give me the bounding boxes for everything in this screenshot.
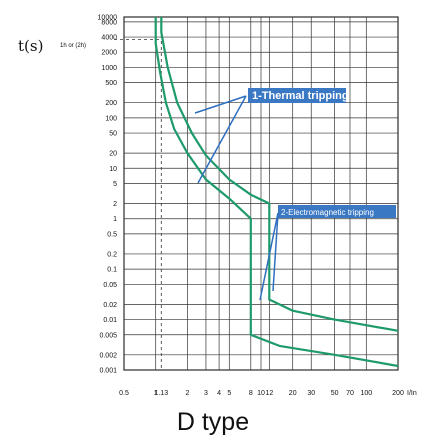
x-axis-unit: I/In <box>407 390 417 397</box>
x-tick-label: 5 <box>227 390 231 397</box>
y-tick-label: 8000 <box>101 19 117 26</box>
y-tick-label: 0.001 <box>99 368 117 375</box>
y-tick-label: 10000 <box>98 15 118 22</box>
y-tick-label: 0.5 <box>107 231 117 238</box>
x-tick-label: 200 <box>392 390 404 397</box>
x-tick-label: 50 <box>331 390 339 397</box>
curves <box>154 17 399 368</box>
x-tick-label: 20 <box>289 390 297 397</box>
y-axis-label-note: 1h or (2h) <box>60 43 86 49</box>
chart-caption: D type <box>177 408 249 436</box>
x-tick-label: 4 <box>217 390 221 397</box>
y-tick-label: 2 <box>113 201 117 208</box>
x-tick-label: 12 <box>265 390 273 397</box>
y-tick-label: 2000 <box>101 50 117 57</box>
x-tick-label: 8 <box>249 390 253 397</box>
grid-lines <box>114 16 399 371</box>
y-tick-label: 5 <box>113 181 117 188</box>
x-tick-label: 100 <box>360 390 372 397</box>
x-tick-labels: 0.5 11.13 2 3 4 5 8 10 12 20 30 50 70 100 200 <box>119 390 404 397</box>
y-tick-label: 20 <box>109 151 117 158</box>
x-tick-label: 30 <box>307 390 315 397</box>
em-label-box <box>278 205 396 218</box>
y-tick-label: 200 <box>105 100 117 107</box>
x-tick-label: 2 <box>185 390 189 397</box>
em-pointer <box>272 212 279 292</box>
series-line <box>154 17 399 368</box>
em-label: 2-Electromagnetic tripping <box>281 208 374 217</box>
series-line <box>160 17 399 332</box>
y-tick-label: 100 <box>105 115 117 122</box>
x-tick-label: 0.5 <box>119 390 129 397</box>
thermal-label: 1-Thermal tripping <box>252 90 349 102</box>
y-tick-label: 50 <box>109 131 117 138</box>
y-tick-label: 0.002 <box>99 352 117 359</box>
y-tick-label: 0.01 <box>103 317 117 324</box>
y-axis-label: t(s) <box>18 37 43 55</box>
em-pointer <box>259 212 279 301</box>
y-tick-label: 10 <box>109 166 117 173</box>
y-tick-label: 4000 <box>101 35 117 42</box>
x-tick-label: 1 <box>154 390 158 397</box>
y-tick-label: 0.005 <box>99 332 117 339</box>
y-tick-label: 0.05 <box>103 282 117 289</box>
x-tick-label: 3 <box>204 390 208 397</box>
x-tick-label: 70 <box>346 390 354 397</box>
thermal-pointer <box>194 95 247 114</box>
y-tick-label: 1000 <box>101 65 117 72</box>
y-tick-label: 0.02 <box>103 302 117 309</box>
thermal-pointer <box>197 95 247 184</box>
y-tick-label: 1 <box>113 216 117 223</box>
x-tick-label: 10 <box>257 390 265 397</box>
thermal-label-box <box>248 88 346 103</box>
y-tick-label: 500 <box>105 80 117 87</box>
y-tick-label: 0.2 <box>107 251 117 258</box>
x-tick-label: 1.13 <box>154 390 168 397</box>
y-tick-label: 0.1 <box>107 267 117 274</box>
annotations: 1-Thermal tripping 2-Electromagnetic trip… <box>194 88 396 301</box>
